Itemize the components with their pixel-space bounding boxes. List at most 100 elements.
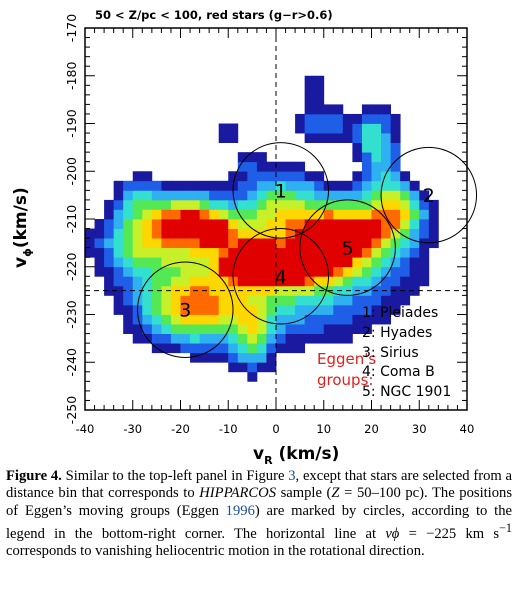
density-cell	[352, 315, 362, 325]
density-cell	[209, 229, 219, 239]
density-cell	[410, 190, 420, 200]
density-cell	[247, 229, 257, 239]
density-cell	[181, 200, 191, 210]
density-cell	[257, 334, 267, 344]
density-cell	[114, 219, 124, 229]
density-cell	[295, 114, 305, 124]
density-cell	[171, 324, 181, 334]
density-cell	[286, 343, 296, 353]
density-cell	[352, 248, 362, 258]
density-cell	[247, 276, 257, 286]
density-cell	[104, 238, 114, 248]
density-cell	[391, 114, 401, 124]
density-cell	[419, 219, 429, 229]
density-cell	[286, 276, 296, 286]
density-cell	[238, 181, 248, 191]
density-cell	[352, 190, 362, 200]
density-cell	[238, 276, 248, 286]
density-cell	[238, 353, 248, 363]
density-cell	[333, 315, 343, 325]
density-cell	[400, 276, 410, 286]
density-cell	[133, 190, 143, 200]
density-cell	[238, 267, 248, 277]
density-cell	[200, 305, 210, 315]
density-cell	[410, 181, 420, 191]
density-cell	[142, 171, 152, 181]
density-cell	[391, 200, 401, 210]
density-cell	[352, 114, 362, 124]
figure-3-link[interactable]: 3	[288, 468, 295, 484]
density-plot: 50 < Z/pc < 100, red stars (g−r>0.6) 1 23…	[0, 0, 517, 470]
density-cell	[314, 114, 324, 124]
density-cell	[362, 114, 372, 124]
density-cell	[419, 257, 429, 267]
density-cell	[161, 334, 171, 344]
density-cell	[257, 276, 267, 286]
density-cell	[190, 305, 200, 315]
density-cell	[123, 267, 133, 277]
density-cell	[257, 343, 267, 353]
density-cell	[362, 133, 372, 143]
density-cell	[324, 124, 334, 134]
density-cell	[219, 305, 229, 315]
density-cell	[343, 209, 353, 219]
density-cell	[362, 190, 372, 200]
density-cell	[104, 200, 114, 210]
density-cell	[372, 114, 382, 124]
density-cell	[372, 238, 382, 248]
y-tick-labels: -250-240-230-220-210-200-190-180-170	[64, 14, 79, 424]
density-cell	[400, 267, 410, 277]
density-cell	[142, 200, 152, 210]
density-cell	[181, 229, 191, 239]
density-cell	[305, 181, 315, 191]
density-cell	[266, 324, 276, 334]
density-cell	[247, 362, 257, 372]
density-cell	[123, 209, 133, 219]
density-cell	[295, 124, 305, 134]
density-cell	[104, 229, 114, 239]
density-cell	[333, 190, 343, 200]
density-cell	[85, 238, 95, 248]
density-cell	[114, 190, 124, 200]
density-cell	[419, 267, 429, 277]
density-cell	[247, 238, 257, 248]
density-cell	[295, 219, 305, 229]
density-cell	[333, 334, 343, 344]
density-cell	[161, 324, 171, 334]
density-cell	[257, 362, 267, 372]
density-cell	[247, 209, 257, 219]
density-cell	[410, 209, 420, 219]
density-cell	[228, 219, 238, 229]
density-cell	[419, 276, 429, 286]
density-cell	[190, 334, 200, 344]
density-cell	[123, 229, 133, 239]
density-cell	[190, 209, 200, 219]
density-cell	[324, 324, 334, 334]
density-cell	[219, 209, 229, 219]
y-tick-label: -220	[64, 253, 79, 281]
density-cell	[429, 229, 439, 239]
density-cell	[324, 219, 334, 229]
density-cell	[429, 219, 439, 229]
density-cell	[305, 171, 315, 181]
density-cell	[161, 305, 171, 315]
density-cell	[171, 200, 181, 210]
density-cell	[181, 334, 191, 344]
legend-item-sirius: 3: Sirius	[362, 345, 419, 361]
density-cell	[171, 229, 181, 239]
density-cell	[219, 238, 229, 248]
density-cell	[295, 334, 305, 344]
density-cell	[362, 124, 372, 134]
eggen-1996-link[interactable]: 1996	[226, 503, 255, 519]
density-cell	[142, 238, 152, 248]
density-cell	[276, 315, 286, 325]
density-cell	[161, 295, 171, 305]
x-tick-label: 30	[412, 422, 427, 436]
density-cell	[152, 276, 162, 286]
density-cell	[266, 295, 276, 305]
density-cell	[171, 267, 181, 277]
density-cell	[391, 171, 401, 181]
density-cell	[400, 200, 410, 210]
density-cell	[314, 334, 324, 344]
density-cell	[190, 295, 200, 305]
